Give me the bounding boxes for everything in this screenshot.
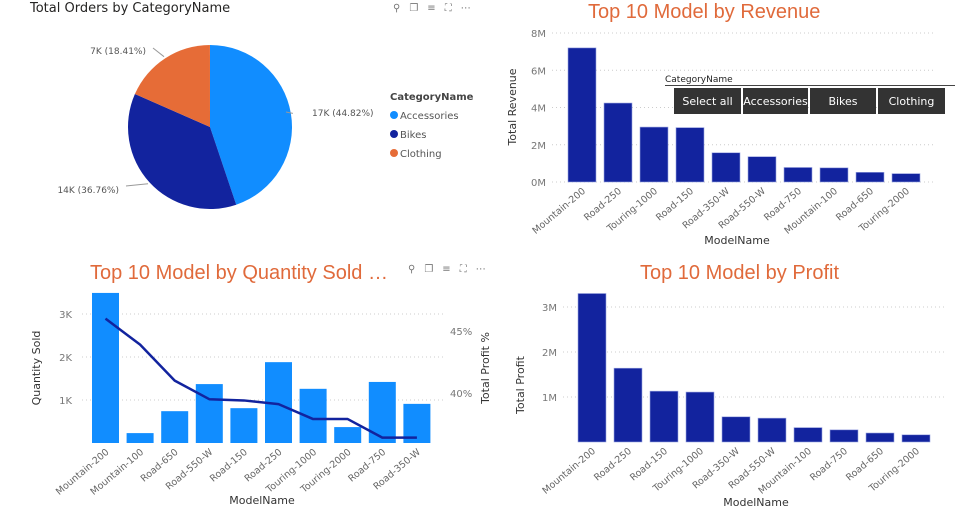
y-tick-label: 2K — [59, 353, 72, 364]
bar-road-150 — [649, 390, 679, 443]
slicer-select-all[interactable]: Select all — [674, 88, 741, 114]
y-tick-label: 4M — [531, 104, 546, 115]
pin-icon[interactable]: ⚲ — [393, 3, 410, 14]
bar-road-150 — [230, 408, 258, 443]
bar-mountain-200 — [577, 293, 607, 443]
slicer-bikes[interactable]: Bikes — [810, 88, 876, 114]
bar-road-650 — [865, 432, 895, 443]
y-tick-label: 6M — [531, 66, 546, 77]
bar-road-250 — [603, 102, 633, 183]
y-axis-title: Total Revenue — [506, 68, 519, 146]
slicer-header: CategoryName — [665, 75, 955, 86]
legend-item: Accessories — [400, 111, 459, 122]
revenue-chart-title: Top 10 Model by Revenue — [588, 1, 821, 23]
pie-data-label: 14K (36.76%) — [57, 186, 119, 196]
x-tick-label: Mountain-200 — [540, 446, 597, 497]
legend-item: Clothing — [400, 149, 442, 160]
x-axis-title: ModelName — [723, 496, 789, 509]
x-tick-label: Road-750 — [808, 446, 850, 484]
y2-axis-title: Total Profit % — [479, 332, 492, 405]
bar-touring-1000 — [685, 391, 715, 443]
bar-mountain-200 — [92, 292, 119, 443]
filter-icon[interactable]: ≡ — [442, 264, 460, 275]
y2-tick-label: 40% — [450, 389, 472, 400]
combo-visual-header-icons: ⚲❐≡⛶⋯ — [408, 264, 495, 275]
bar-mountain-100 — [819, 167, 849, 183]
pie-leader-line — [125, 183, 149, 187]
pie-chart-title: Total Orders by CategoryName — [30, 1, 231, 16]
bar-road-650 — [855, 172, 885, 183]
bar-road-350-w — [711, 152, 741, 183]
profit-chart-title: Top 10 Model by Profit — [640, 262, 839, 284]
bar-road-750 — [829, 429, 859, 443]
bar-touring-1000 — [639, 126, 669, 183]
more-options-icon[interactable]: ⋯ — [460, 3, 480, 14]
x-tick-label: Road-250 — [592, 446, 634, 484]
bar-road-150 — [675, 127, 705, 183]
y-tick-label: 1M — [542, 393, 557, 404]
bar-road-550-w — [757, 417, 787, 443]
focus-mode-icon[interactable]: ⛶ — [444, 3, 461, 14]
bar-road-550-w — [747, 156, 777, 183]
copy-icon[interactable]: ❐ — [424, 264, 443, 275]
y-tick-label: 3K — [59, 310, 72, 321]
bar-road-650 — [161, 411, 189, 443]
y-tick-label: 2M — [542, 348, 557, 359]
y-axis-title: Quantity Sold — [30, 331, 43, 406]
pie-leader-line — [152, 47, 165, 58]
y-tick-label: 2M — [531, 141, 546, 152]
bar-road-750 — [783, 167, 813, 183]
legend-marker-bikes — [390, 130, 398, 138]
bar-mountain-200 — [567, 47, 597, 183]
bar-touring-2000 — [901, 434, 931, 443]
y2-tick-label: 45% — [450, 327, 472, 338]
bar-mountain-100 — [793, 427, 823, 443]
x-tick-label: Mountain-200 — [530, 186, 587, 237]
y-tick-label: 1K — [59, 396, 72, 407]
y-axis-title: Total Profit — [514, 355, 527, 415]
pin-icon[interactable]: ⚲ — [408, 264, 425, 275]
more-options-icon[interactable]: ⋯ — [475, 264, 495, 275]
x-axis-title: ModelName — [229, 494, 295, 507]
pie-data-label: 17K (44.82%) — [312, 109, 374, 119]
legend-item: Bikes — [400, 130, 426, 141]
slicer-accessories[interactable]: Accessories — [743, 88, 808, 114]
x-tick-label: Road-150 — [208, 447, 250, 485]
y-tick-label: 3M — [542, 303, 557, 314]
pie-leader-line — [285, 111, 293, 114]
legend-marker-accessories — [390, 111, 398, 119]
bar-touring-2000 — [334, 427, 362, 443]
pie-slice-bikes — [128, 94, 237, 209]
x-axis-title: ModelName — [704, 234, 770, 247]
slicer-clothing[interactable]: Clothing — [878, 88, 945, 114]
y-tick-label: 8M — [531, 29, 546, 40]
pie-slice-clothing — [134, 45, 210, 127]
filter-icon[interactable]: ≡ — [427, 3, 445, 14]
combo-chart-title: Top 10 Model by Quantity Sold and Profit — [90, 262, 395, 284]
y-tick-label: 0M — [531, 178, 546, 189]
bar-touring-2000 — [891, 173, 921, 183]
profit-percent-line — [104, 317, 417, 439]
bar-road-350-w — [721, 416, 751, 443]
bar-mountain-100 — [126, 433, 154, 443]
pie-legend-title: CategoryName — [390, 92, 474, 103]
visual-header-icons: ⚲❐≡⛶⋯ — [393, 3, 480, 14]
focus-mode-icon[interactable]: ⛶ — [459, 264, 476, 275]
pie-data-label: 7K (18.41%) — [90, 47, 146, 57]
copy-icon[interactable]: ❐ — [409, 3, 428, 14]
legend-marker-clothing — [390, 149, 398, 157]
pie-slice-accessories — [210, 45, 292, 205]
bar-road-250 — [613, 367, 643, 443]
